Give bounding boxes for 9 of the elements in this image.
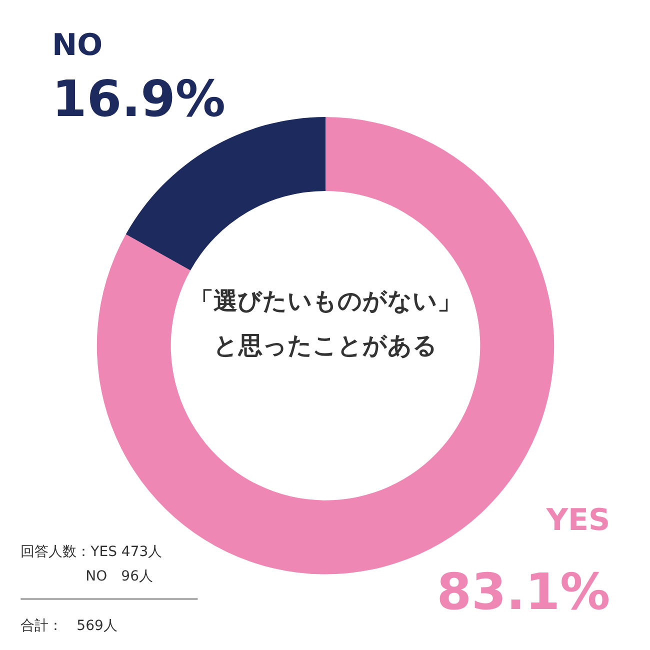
text: 「選びたいものがない」 (190, 286, 462, 315)
slice-label: NO (52, 28, 103, 63)
data-label: 16.9% (52, 70, 226, 128)
slice-label: YES (545, 503, 610, 538)
data-label: 83.1% (436, 563, 610, 622)
text: 回答人数：YES 473人 (20, 544, 162, 560)
text: 合計： 569人 (20, 618, 118, 634)
text: NO 96人 (86, 568, 153, 585)
text: と思ったことがある (214, 332, 438, 360)
